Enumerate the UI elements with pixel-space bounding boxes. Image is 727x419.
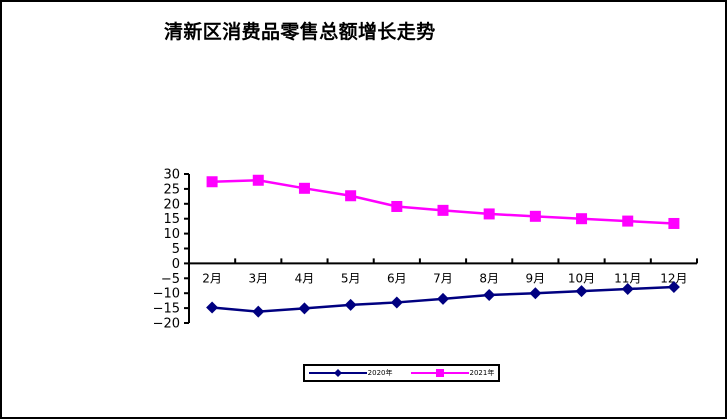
x-category-label: 6月	[387, 271, 407, 285]
x-category-label: 8月	[479, 271, 499, 285]
series-2021	[206, 174, 680, 229]
x-category-label: 11月	[614, 271, 641, 285]
x-category-label: 4月	[295, 271, 315, 285]
x-category-label: 7月	[433, 271, 453, 285]
square-marker	[298, 182, 310, 194]
x-category-label: 3月	[248, 271, 268, 285]
x-axis: 2月 3月 4月 5月 6月 7月 8月 9月 10月 11月 12月	[189, 258, 698, 285]
diamond-marker	[252, 305, 265, 318]
square-marker	[437, 204, 449, 216]
y-tick-label: −15	[153, 302, 180, 317]
square-marker	[391, 200, 403, 212]
y-tick-label: 15	[163, 212, 180, 227]
y-tick-label: 0	[172, 257, 180, 272]
y-tick-label: 5	[172, 242, 180, 257]
y-tick-label: −5	[161, 272, 180, 287]
series-2020	[206, 280, 680, 318]
x-category-label: 12月	[660, 271, 687, 285]
x-category-label: 10月	[568, 271, 595, 285]
chart-title: 清新区消费品零售总额增长走势	[164, 21, 436, 43]
y-tick-label: 30	[163, 168, 180, 183]
y-tick-label: −10	[153, 287, 180, 302]
diamond-marker	[206, 301, 219, 314]
square-marker	[252, 174, 264, 186]
diamond-marker	[437, 292, 449, 305]
x-category-label: 5月	[341, 271, 361, 285]
diamond-marker	[575, 285, 588, 298]
diamond-marker	[483, 288, 496, 301]
legend: 2020年 2021年	[303, 364, 500, 382]
square-marker	[483, 208, 495, 220]
legend-label-2021: 2021年	[469, 369, 495, 377]
square-marker	[668, 217, 680, 229]
diamond-marker	[298, 302, 311, 315]
square-marker	[345, 190, 357, 202]
square-marker	[529, 210, 541, 222]
diamond-marker	[667, 280, 680, 293]
legend-item-2021: 2021年	[410, 368, 495, 378]
y-tick-label: 20	[163, 197, 180, 212]
diamond-marker	[529, 287, 542, 300]
series-layer	[206, 174, 680, 318]
y-tick-label: 10	[163, 227, 180, 242]
diamond-marker	[344, 298, 357, 311]
x-category-label: 2月	[202, 271, 222, 285]
square-marker	[576, 213, 588, 225]
diamond-marker	[390, 296, 403, 309]
legend-label-2020: 2020年	[367, 369, 393, 377]
square-marker	[206, 176, 218, 188]
y-tick-label: 25	[163, 182, 180, 197]
square-marker	[622, 215, 634, 227]
y-tick-label: −20	[153, 317, 180, 332]
x-category-label: 9月	[526, 271, 546, 285]
diamond-icon	[308, 369, 367, 377]
diamond-marker	[621, 283, 634, 296]
legend-item-2020: 2020年	[308, 368, 393, 378]
square-icon	[410, 369, 469, 377]
